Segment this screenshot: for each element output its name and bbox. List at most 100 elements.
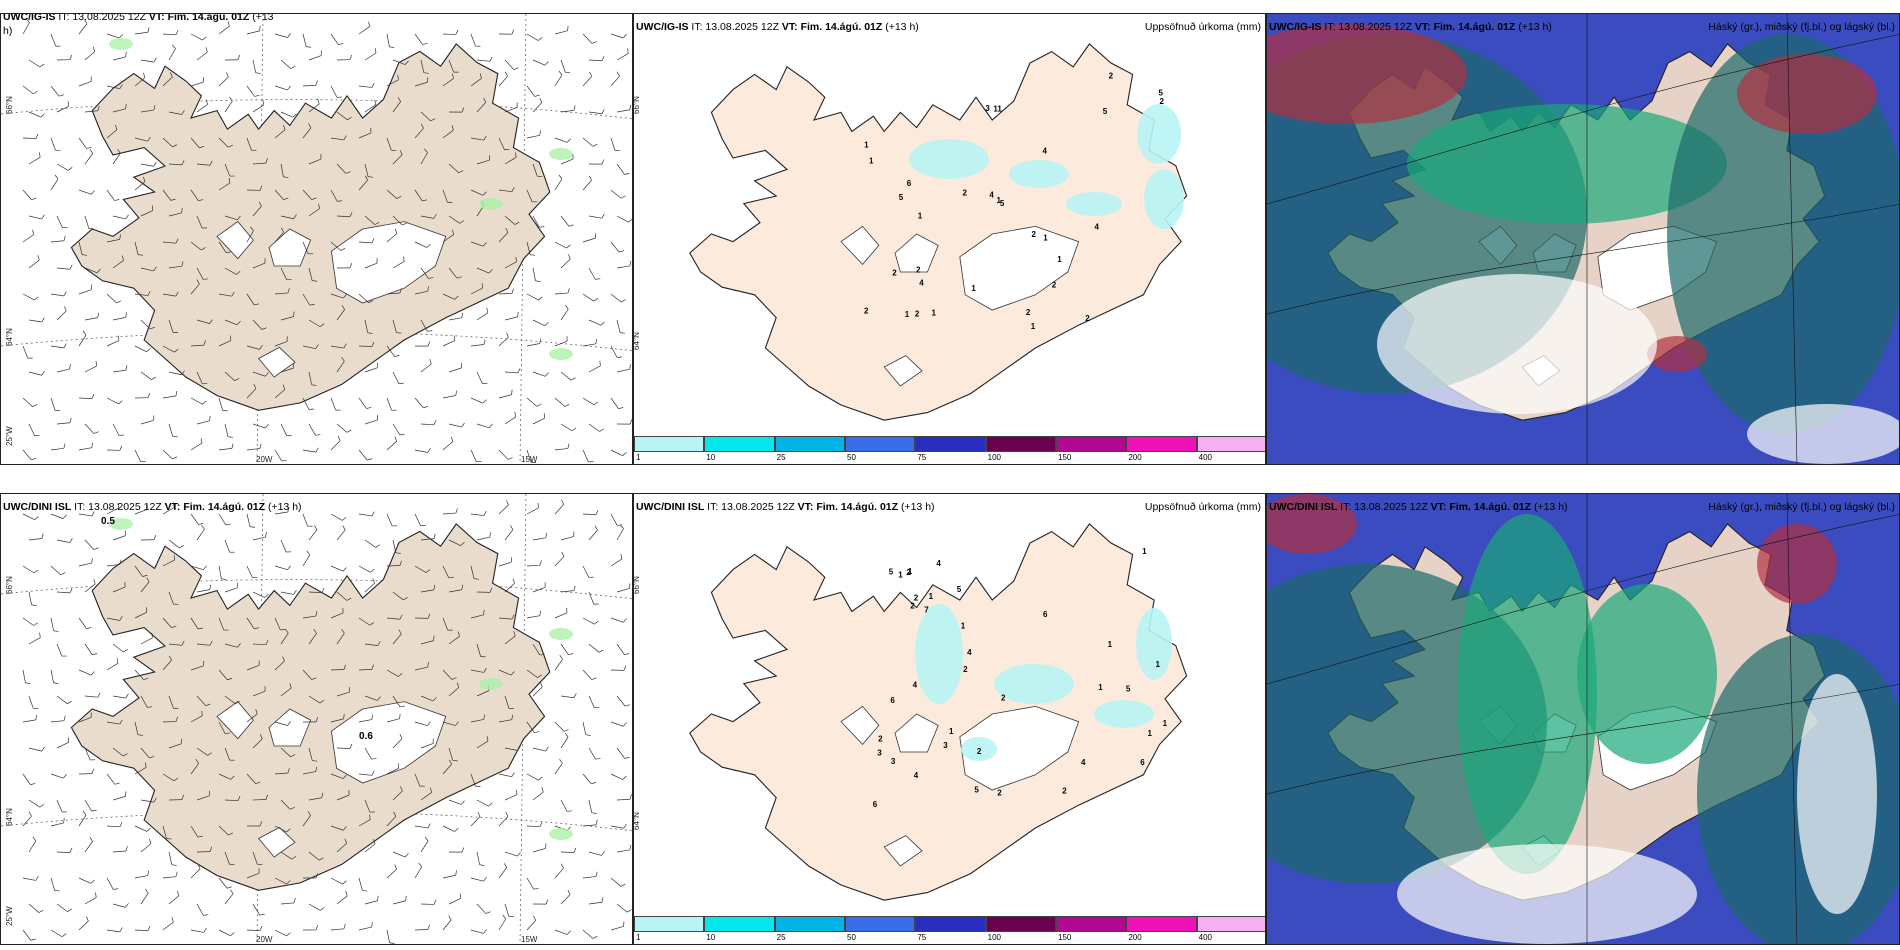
wind-barb — [50, 877, 60, 892]
wind-barb — [274, 85, 291, 91]
colorbar-swatch — [774, 436, 845, 452]
wind-barb — [336, 743, 353, 749]
wind-barb — [420, 787, 432, 801]
wind-barb — [336, 356, 345, 373]
wind-barb — [364, 362, 378, 373]
wind-barb — [112, 51, 127, 61]
wind-barb — [476, 851, 485, 866]
wind-barb — [106, 927, 123, 933]
colorbar-tick-label: 75 — [917, 453, 927, 462]
wind-barb — [28, 632, 41, 645]
wind-barb — [330, 773, 347, 779]
wind-barb — [252, 59, 261, 74]
wind-barb — [22, 133, 39, 139]
colorbar-swatch — [1056, 436, 1127, 452]
precip-value: 4 — [919, 279, 924, 288]
wind-barb — [498, 914, 507, 931]
wind-barb — [504, 59, 519, 70]
precip-patch — [549, 628, 573, 640]
wind-barb — [224, 889, 234, 905]
wind-barb — [140, 105, 156, 113]
wind-barb — [526, 449, 537, 463]
precip-patch — [109, 38, 133, 50]
wind-barb — [224, 319, 241, 326]
wind-barb — [218, 565, 227, 581]
wind-barb — [280, 628, 289, 645]
wind-barb — [162, 238, 179, 244]
wind-barb — [476, 56, 493, 62]
wind-barb — [610, 721, 627, 727]
precip-value: 1 — [997, 196, 1002, 205]
wind-barb — [470, 339, 486, 347]
wind-barb — [246, 660, 260, 671]
precip-value: 2 — [997, 789, 1002, 798]
wind-barb — [84, 267, 101, 274]
wind-barb — [560, 105, 576, 113]
wind-barb — [616, 583, 631, 593]
wind-barb — [218, 72, 229, 87]
precip-value: 1 — [1057, 255, 1062, 264]
wind-barb — [308, 629, 317, 645]
wind-barb — [498, 714, 514, 723]
wind-barb — [22, 397, 38, 408]
wind-barb — [112, 582, 126, 593]
wind-barb — [22, 229, 35, 243]
precip-value: 2 — [963, 665, 968, 674]
wind-barb — [134, 721, 143, 736]
wind-barb — [392, 629, 402, 645]
precip-value: 4 — [913, 681, 918, 690]
wind-barb — [218, 291, 235, 297]
wind-barb — [84, 747, 96, 761]
wind-barb — [50, 715, 66, 723]
wind-barb — [224, 267, 241, 275]
colorbar-swatch — [1056, 916, 1127, 932]
wind-barb — [112, 103, 127, 113]
wind-barb — [560, 531, 575, 541]
wind-barb — [616, 844, 632, 853]
wind-barb — [106, 33, 123, 39]
wind-barb — [554, 863, 564, 879]
wind-barb — [22, 18, 30, 35]
wind-barb — [358, 293, 374, 304]
wind-barb — [22, 773, 36, 785]
colorbar-tick-label: 1 — [636, 453, 641, 462]
wind-barb — [168, 44, 176, 61]
wind-barb — [308, 423, 321, 436]
wind-barb — [582, 929, 598, 939]
wind-barb — [526, 241, 536, 256]
wind-barb — [218, 721, 231, 734]
wind-barb — [392, 851, 409, 858]
cloud-layer — [1577, 584, 1717, 764]
wind-barb — [358, 565, 375, 573]
wind-barb — [84, 579, 96, 593]
wind-barb — [22, 293, 39, 301]
wind-barb — [162, 189, 176, 201]
wind-barb — [78, 189, 95, 195]
wind-barb — [106, 445, 123, 451]
wind-barb — [470, 510, 487, 516]
wind-barb — [554, 758, 563, 775]
wind-barb — [106, 658, 119, 671]
wind-barb — [476, 97, 487, 113]
wind-barb — [420, 584, 436, 593]
wind-barb — [448, 539, 465, 546]
wind-barb — [526, 773, 543, 781]
wind-barb — [526, 915, 537, 931]
wind-barb — [448, 267, 462, 279]
wind-barb — [364, 258, 378, 269]
wind-barb — [448, 631, 460, 645]
wind-barb — [364, 539, 381, 548]
wind-barb — [196, 640, 213, 646]
wind-barb — [22, 189, 37, 201]
wind-barb — [560, 371, 576, 381]
wind-barb — [364, 163, 374, 178]
glacier-area — [883, 355, 923, 387]
wind-barb — [336, 163, 351, 174]
wind-barb — [134, 504, 148, 515]
wind-barb — [190, 660, 204, 671]
wind-barb — [414, 286, 429, 295]
wind-barb — [588, 109, 605, 115]
wind-barb — [526, 397, 542, 407]
wind-barb — [442, 915, 452, 931]
wind-barb — [78, 669, 95, 676]
